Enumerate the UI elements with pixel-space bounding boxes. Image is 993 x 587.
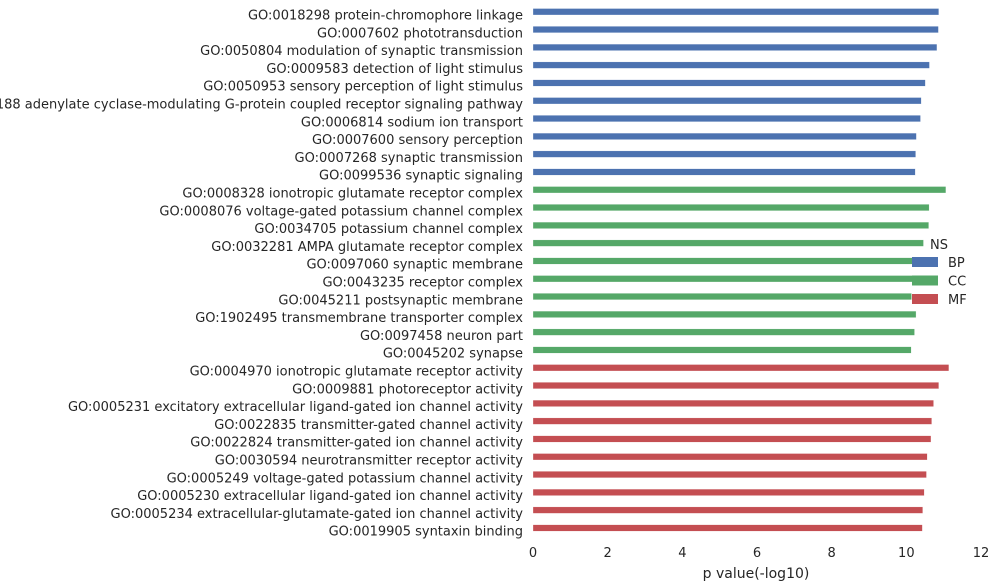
y-tick-label: GO:0007600 sensory perception xyxy=(312,133,523,148)
legend-swatch-bp xyxy=(912,257,938,267)
x-tick-label: 6 xyxy=(753,546,761,561)
bar-cc xyxy=(532,257,914,265)
y-tick-label: GO:0007602 phototransduction xyxy=(317,26,523,41)
bar-bp xyxy=(532,115,921,122)
y-tick-label: GO:0022824 transmitter-gated ion channel… xyxy=(190,436,523,451)
bar-bp xyxy=(532,132,917,140)
legend-swatch-mf xyxy=(912,294,938,304)
x-tick-label: 0 xyxy=(529,546,537,561)
legend-label-bp: BP xyxy=(948,256,965,271)
legend-title: NS xyxy=(930,238,948,253)
bar-cc xyxy=(532,204,930,211)
y-tick-label: GO:0008076 voltage-gated potassium chann… xyxy=(159,204,523,219)
bar-bp xyxy=(532,97,922,105)
y-tick-label: GO:0045211 postsynaptic membrane xyxy=(278,293,523,308)
y-tick-label: GO:0050953 sensory perception of light s… xyxy=(203,80,523,95)
y-tick-label: GO:0043235 receptor complex xyxy=(322,276,523,291)
bar-cc xyxy=(532,346,912,354)
bar-mf xyxy=(532,382,939,389)
bar-cc xyxy=(532,328,915,336)
legend-label-cc: CC xyxy=(948,275,966,290)
bar-cc xyxy=(532,310,917,318)
y-tick-label: GO:0097458 neuron part xyxy=(360,329,523,344)
bar-bp xyxy=(532,61,930,69)
bar-mf xyxy=(532,524,923,532)
x-axis-label: p value(-log10) xyxy=(703,566,810,582)
bar-cc xyxy=(532,221,929,229)
bar-mf xyxy=(532,471,927,478)
y-tick-label: GO:0004970 ionotropic glutamate receptor… xyxy=(190,365,524,380)
y-tick-label: GO:0034705 potassium channel complex xyxy=(254,222,523,237)
y-tick-label: GO:0006814 sodium ion transport xyxy=(301,115,523,130)
bar-mf xyxy=(532,488,925,496)
y-tick-label: GO:0032281 AMPA glutamate receptor compl… xyxy=(211,240,523,255)
bar-bp xyxy=(532,8,939,16)
y-tick-label: GO:1902495 transmembrane transporter com… xyxy=(195,311,523,326)
y-tick-label: GO:0009583 detection of light stimulus xyxy=(266,62,523,77)
bar-bp xyxy=(532,79,926,87)
x-tick-label: 12 xyxy=(973,546,990,561)
bar-mf xyxy=(532,417,932,425)
x-axis-ticks: 0 2 4 6 8 10 12 xyxy=(529,546,989,561)
bar-cc xyxy=(532,293,912,300)
bar-mf xyxy=(532,506,923,514)
y-tick-label: GO:0018298 protein-chromophore linkage xyxy=(248,9,523,24)
y-tick-label: GO:0007188 adenylate cyclase-modulating … xyxy=(0,98,523,113)
y-tick-label: GO:0019905 syntaxin binding xyxy=(329,525,523,540)
bar-cc xyxy=(532,186,947,194)
y-tick-label: GO:0022835 transmitter-gated channel act… xyxy=(214,418,523,433)
x-tick-label: 8 xyxy=(828,546,836,561)
bar-cc xyxy=(532,239,924,247)
bars xyxy=(532,8,950,532)
y-tick-label: GO:0008328 ionotropic glutamate receptor… xyxy=(182,187,523,202)
y-tick-label: GO:0050804 modulation of synaptic transm… xyxy=(200,44,523,59)
bar-bp xyxy=(532,26,939,33)
y-axis-labels: GO:0018298 protein-chromophore linkage GO… xyxy=(0,9,523,540)
y-tick-label: GO:0030594 neurotransmitter receptor act… xyxy=(215,454,524,469)
bar-bp xyxy=(532,43,938,51)
y-tick-label: GO:0099536 synaptic signaling xyxy=(319,169,523,184)
bar-bp xyxy=(532,168,916,176)
bar-cc xyxy=(532,275,913,283)
legend-label-mf: MF xyxy=(948,293,967,308)
y-tick-label: GO:0009881 photoreceptor activity xyxy=(292,382,523,397)
y-tick-label: GO:0005249 voltage-gated potassium chann… xyxy=(167,471,524,486)
y-tick-label: GO:0005234 extracellular-glutamate-gated… xyxy=(111,507,524,522)
y-tick-label: GO:0007268 synaptic transmission xyxy=(295,151,523,166)
bar-bp xyxy=(532,150,916,158)
y-tick-label: GO:0005230 extracellular ligand-gated io… xyxy=(137,489,523,504)
bar-mf xyxy=(532,435,932,443)
x-tick-label: 2 xyxy=(604,546,612,561)
bar-mf xyxy=(532,399,934,407)
y-tick-label: GO:0045202 synapse xyxy=(383,347,523,362)
y-tick-label: GO:0005231 excitatory extracellular liga… xyxy=(68,400,523,415)
bar-mf xyxy=(532,364,950,372)
y-tick-label: GO:0097060 synaptic membrane xyxy=(306,258,523,273)
x-tick-label: 4 xyxy=(678,546,686,561)
x-tick-label: 10 xyxy=(898,546,915,561)
bar-mf xyxy=(532,453,928,461)
legend-swatch-cc xyxy=(912,275,938,286)
